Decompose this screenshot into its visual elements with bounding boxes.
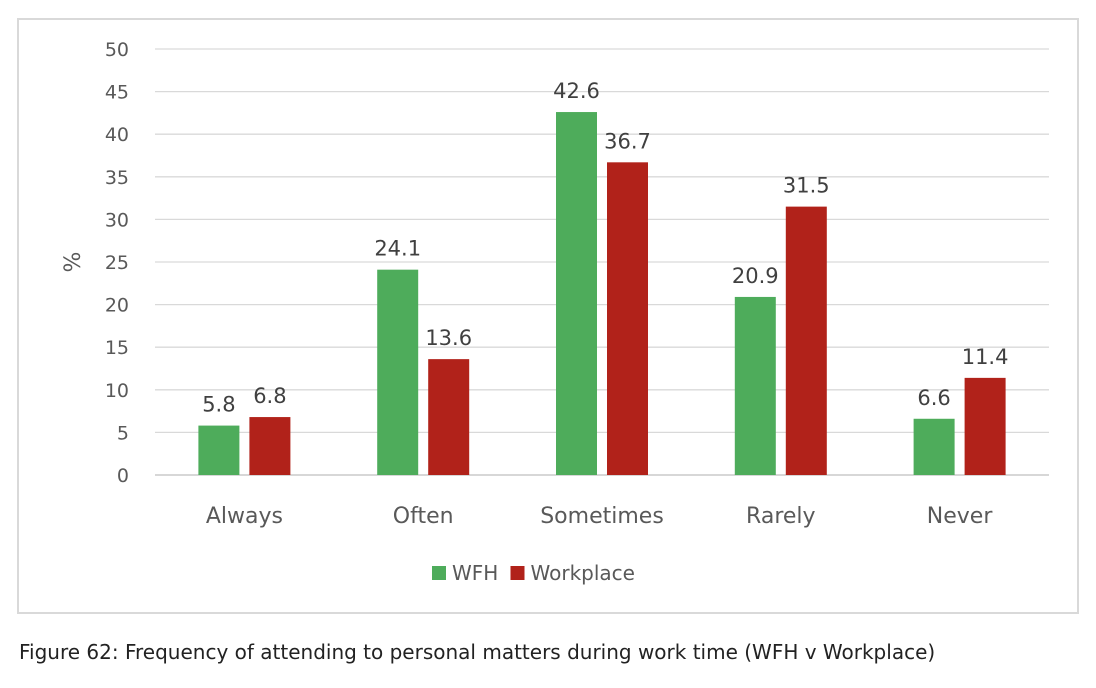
data-label: 36.7	[604, 129, 651, 153]
category-label: Never	[927, 504, 994, 529]
data-label: 6.6	[917, 386, 950, 410]
gridlines	[155, 48, 1049, 476]
bar-wfh-rarely	[734, 296, 776, 475]
legend-label: Workplace	[531, 561, 635, 585]
bar-workplace-sometimes	[607, 162, 648, 476]
y-tick-label: 40	[105, 124, 129, 146]
category-label: Rarely	[746, 504, 816, 529]
data-label: 6.8	[253, 384, 286, 408]
category-label: Often	[393, 504, 454, 529]
figure-caption: Figure 62: Frequency of attending to per…	[19, 640, 936, 664]
y-tick-label: 15	[105, 337, 129, 359]
bar-workplace-rarely	[785, 206, 827, 475]
y-tick-label: 25	[105, 252, 129, 274]
category-label: Sometimes	[540, 504, 664, 529]
y-tick-label: 45	[105, 82, 129, 104]
data-labels: 5.8 6.8 24.1 13.6 42.6 36.7 20.9 31.5 6.6 11.4	[202, 79, 1008, 417]
bar-workplace-never	[964, 377, 1006, 475]
data-label: 13.6	[425, 326, 472, 350]
data-label: 5.8	[202, 393, 235, 417]
bar-wfh-often	[377, 269, 419, 475]
bar-wfh-never	[913, 418, 955, 475]
bar-wfh-always	[198, 425, 240, 475]
category-label: Always	[206, 504, 283, 529]
bar-workplace-always	[249, 417, 291, 475]
data-label: 31.5	[783, 174, 830, 198]
y-tick-label: 50	[105, 39, 129, 61]
y-tick-label: 20	[105, 295, 129, 317]
data-label: 24.1	[374, 237, 421, 261]
data-label: 11.4	[962, 345, 1009, 369]
data-label: 20.9	[732, 264, 779, 288]
chart-frame	[17, 18, 1079, 614]
y-axis-tick-labels: 0 5 10 15 20 25 30 35 40 45 50	[105, 39, 129, 487]
y-tick-label: 30	[105, 209, 129, 231]
data-label: 42.6	[553, 79, 600, 103]
bar-chart: 0 5 10 15 20 25 30 35 40 45 50 % 5.8 6.8 24.1 13.6 42.…	[61, 39, 1049, 585]
y-tick-label: 10	[105, 380, 129, 402]
y-tick-label: 0	[117, 465, 129, 487]
legend: WFH Workplace	[432, 561, 635, 585]
bar-workplace-often	[428, 359, 470, 475]
bars	[198, 112, 1006, 476]
y-axis-title: %	[61, 252, 86, 273]
legend-swatch-workplace	[510, 566, 525, 580]
y-tick-label: 5	[117, 422, 129, 444]
legend-label: WFH	[452, 561, 498, 585]
x-axis-category-labels: Always Often Sometimes Rarely Never	[206, 504, 994, 529]
y-tick-label: 35	[105, 167, 129, 189]
bar-wfh-sometimes	[556, 112, 597, 475]
legend-swatch-wfh	[432, 566, 446, 580]
